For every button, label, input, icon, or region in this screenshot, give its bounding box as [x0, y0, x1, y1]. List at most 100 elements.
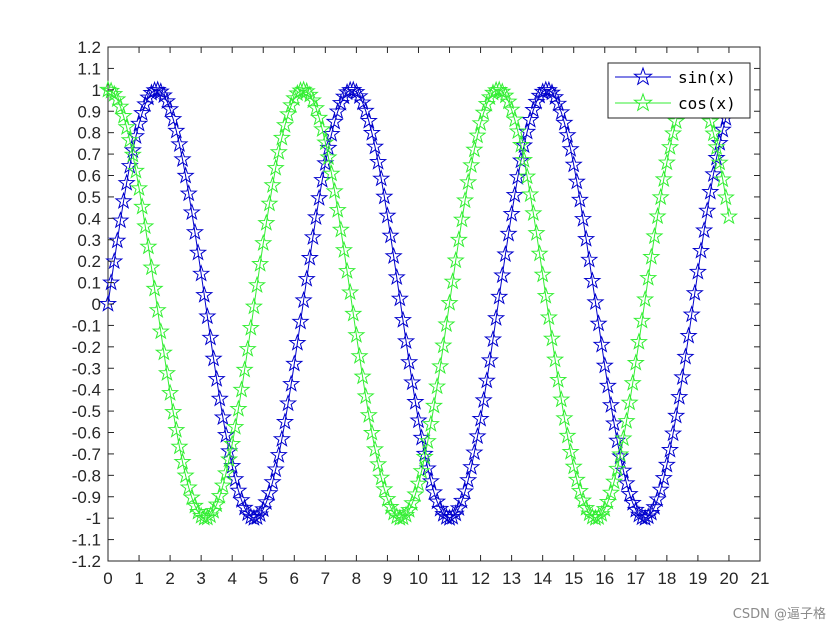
data-point: [257, 492, 276, 510]
data-point: [167, 420, 186, 438]
data-point: [390, 289, 409, 307]
data-point: [347, 325, 366, 343]
y-tick-label: -0.7: [72, 445, 101, 464]
data-point: [605, 413, 624, 432]
data-point: [102, 81, 121, 99]
data-point: [586, 292, 605, 311]
data-point: [111, 97, 130, 115]
data-point: [403, 493, 422, 511]
axes-layer: 0 1 2 3 4 5 6 7 8 9 10 11 12 13 14 15 16 17 18 19 20 21-1.2-1…: [72, 38, 770, 588]
data-point: [313, 119, 332, 138]
data-point: [375, 187, 394, 205]
data-point: [511, 151, 530, 169]
data-point: [409, 410, 428, 429]
data-point: [595, 356, 614, 374]
data-point: [549, 370, 568, 388]
data-point: [468, 126, 487, 144]
y-tick-label: -0.6: [72, 424, 101, 443]
data-point: [319, 138, 338, 156]
data-point: [704, 164, 723, 183]
data-point: [695, 220, 714, 239]
data-point: [384, 246, 403, 264]
data-point: [508, 167, 527, 185]
data-point: [282, 374, 301, 392]
data-point: [536, 286, 555, 304]
data-point: [710, 153, 729, 171]
data-point: [157, 363, 177, 381]
y-tick-label: -1: [86, 509, 101, 528]
data-point: [561, 139, 580, 157]
data-point: [601, 395, 621, 413]
data-point: [542, 83, 562, 101]
data-point: [505, 185, 524, 203]
data-point: [443, 272, 462, 290]
data-point: [179, 184, 198, 202]
data-point: [502, 100, 521, 118]
data-point: [303, 90, 322, 109]
data-point: [642, 503, 661, 521]
data-point: [580, 250, 599, 268]
data-point: [334, 240, 354, 258]
data-point: [421, 471, 440, 489]
data-point: [719, 207, 739, 225]
data-point: [220, 449, 239, 468]
data-point: [502, 204, 521, 222]
data-point: [524, 203, 543, 222]
data-point: [533, 265, 552, 283]
data-point: [170, 134, 189, 153]
data-point: [676, 347, 695, 365]
data-point: [549, 94, 568, 112]
data-point: [455, 190, 475, 209]
data-point: [133, 197, 152, 215]
data-point: [272, 429, 291, 447]
y-tick-label: -0.9: [72, 488, 101, 507]
data-point: [120, 130, 139, 148]
data-point: [424, 482, 444, 501]
series-line: [107, 89, 730, 519]
data-point: [716, 187, 735, 206]
y-tick-label: -0.1: [72, 316, 101, 335]
data-point: [629, 332, 648, 350]
data-point: [431, 499, 450, 517]
data-point: [350, 346, 369, 364]
data-point: [192, 264, 211, 282]
data-point: [229, 399, 248, 417]
y-tick-label: 0: [92, 295, 101, 314]
data-point: [421, 414, 440, 432]
data-point: [514, 150, 534, 168]
data-point: [291, 312, 310, 330]
data-point: [527, 92, 546, 110]
data-point: [319, 147, 338, 166]
data-point: [707, 148, 726, 166]
data-point: [446, 504, 465, 522]
data-point: [136, 216, 155, 235]
data-point: [521, 110, 540, 128]
data-point: [179, 477, 198, 496]
data-point: [185, 222, 204, 240]
data-point: [555, 113, 574, 131]
data-point: [161, 383, 180, 401]
y-tick-label: 0.5: [77, 188, 101, 207]
data-point: [626, 353, 645, 371]
data-point: [393, 310, 413, 328]
x-tick-label: 15: [564, 569, 583, 588]
data-point: [701, 111, 720, 130]
data-point: [667, 406, 686, 424]
data-point: [620, 484, 639, 502]
x-tick-label: 12: [471, 569, 490, 588]
data-point: [704, 124, 723, 142]
data-point: [170, 437, 189, 455]
legend-label: cos(x): [678, 94, 736, 113]
data-point: [328, 200, 347, 218]
data-point: [251, 504, 270, 523]
data-point: [434, 336, 453, 354]
y-tick-label: -0.8: [72, 466, 101, 485]
data-point: [465, 140, 484, 158]
data-point: [586, 508, 605, 526]
data-point: [188, 243, 208, 261]
data-point: [362, 423, 381, 441]
data-point: [598, 376, 617, 394]
x-tick-label: 19: [688, 569, 707, 588]
data-point: [418, 431, 437, 449]
data-point: [660, 440, 680, 458]
